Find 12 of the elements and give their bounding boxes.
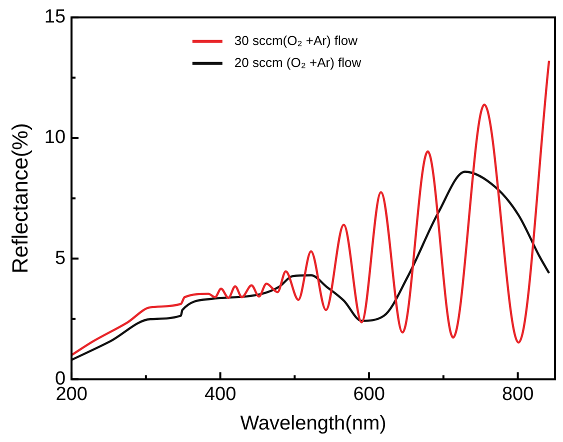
line-series <box>72 170 550 362</box>
line-series <box>72 60 550 356</box>
x-axis-title: Wavelength(nm) <box>240 412 386 435</box>
legend-label: 20 sccm (O₂ +Ar) flow <box>234 54 362 70</box>
legend-label: 30 sccm(O₂ +Ar) flow <box>234 32 358 48</box>
y-tick-label: 5 <box>54 248 66 269</box>
y-tick-label: 10 <box>44 127 66 148</box>
x-tick-label: 600 <box>353 384 385 405</box>
x-tick-label: 800 <box>502 384 534 405</box>
y-tick-label: 15 <box>44 6 66 28</box>
y-axis-title: Reflectance(%) <box>7 123 32 274</box>
x-tick-label: 400 <box>204 384 236 405</box>
